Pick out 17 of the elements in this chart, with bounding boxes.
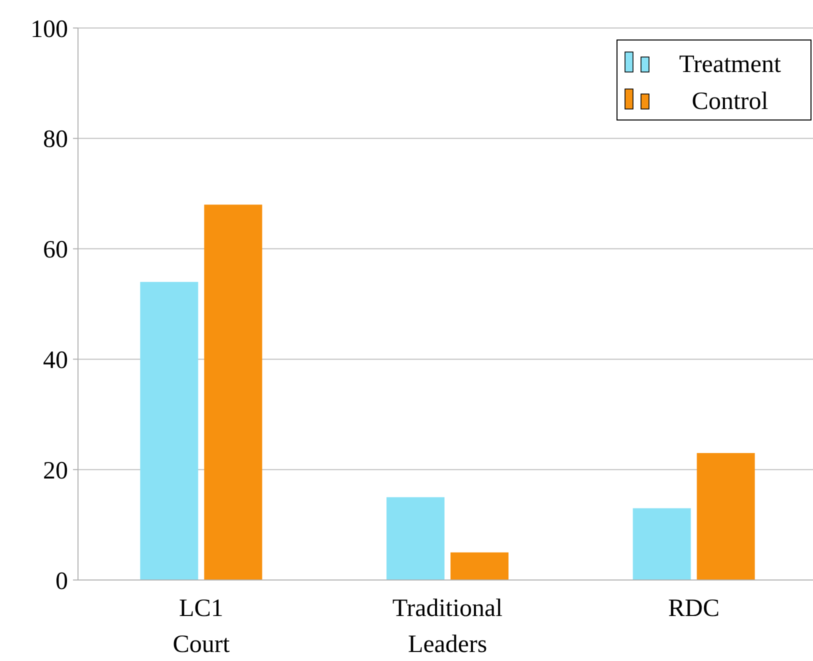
legend-label: Control: [692, 88, 768, 115]
x-tick-label: Traditional Leaders: [392, 595, 503, 658]
bar: [450, 552, 508, 580]
legend-label: Treatment: [679, 50, 781, 78]
bar: [386, 497, 444, 580]
bar: [204, 204, 262, 580]
bar: [140, 282, 198, 580]
y-tick-label: 60: [43, 236, 68, 264]
bar: [632, 508, 691, 580]
y-tick-label: 40: [43, 346, 68, 374]
y-tick-label: 80: [43, 126, 68, 154]
bar: [696, 453, 755, 580]
x-tick-label: LC1 Court: [172, 595, 230, 658]
x-tick-label: RDC: [668, 595, 720, 622]
y-tick-label: 20: [43, 457, 68, 484]
y-tick-label: 100: [30, 16, 68, 43]
y-tick-label: 0: [56, 568, 68, 595]
